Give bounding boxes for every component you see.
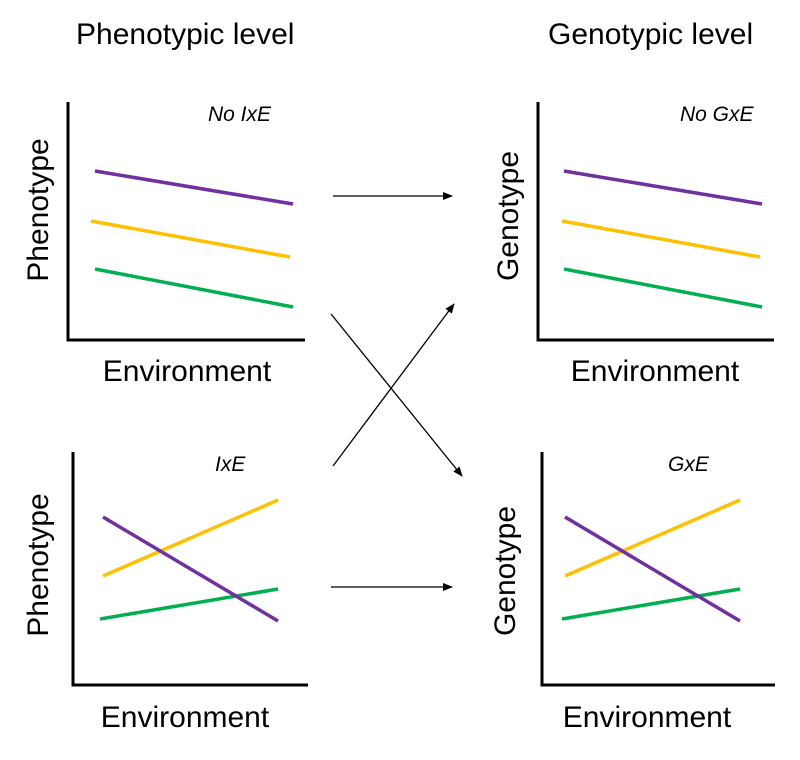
axes (536, 102, 774, 342)
x-axis-title: Environment (571, 355, 740, 388)
arrows (330, 192, 463, 591)
norm-line-purple (564, 515, 741, 623)
norm-line-green (94, 267, 294, 309)
norm-line-purple (563, 169, 763, 206)
genotypic-level-heading: Genotypic level (548, 18, 754, 51)
norm-line-purple (94, 169, 294, 206)
norm-line-yellow (102, 498, 279, 578)
panel-pheno-no-ixe: No IxE Phenotype Environment (22, 102, 305, 388)
axes (66, 102, 305, 342)
panel-label: GxE (668, 453, 710, 476)
axes (540, 452, 775, 687)
panel-pheno-ixe: IxE Phenotype Environment (22, 452, 308, 734)
y-axis-title: Phenotype (22, 138, 55, 281)
norm-line-yellow (90, 219, 291, 259)
axes (71, 452, 308, 687)
arrow-top-to-bottom (330, 313, 463, 477)
x-axis-title: Environment (101, 701, 270, 734)
panel-label: IxE (215, 453, 246, 476)
norm-line-yellow (564, 498, 741, 578)
x-axis-title: Environment (103, 355, 272, 388)
panel-geno-no-gxe: No GxE Genotype Environment (492, 102, 774, 388)
y-axis-title: Genotype (492, 151, 525, 281)
y-axis-title: Phenotype (22, 493, 55, 636)
x-axis-title: Environment (563, 701, 732, 734)
norm-line-yellow (561, 219, 761, 259)
norm-line-green (561, 587, 741, 621)
norm-line-green (99, 587, 279, 621)
phenotypic-level-heading: Phenotypic level (76, 18, 295, 51)
panel-label: No GxE (680, 103, 755, 126)
norm-line-green (563, 267, 763, 309)
y-axis-title: Genotype (489, 506, 522, 636)
arrow-bottom-to-top (332, 303, 455, 467)
norm-line-purple (102, 515, 279, 623)
panel-geno-gxe: GxE Genotype Environment (489, 452, 775, 734)
panel-label: No IxE (208, 103, 272, 126)
